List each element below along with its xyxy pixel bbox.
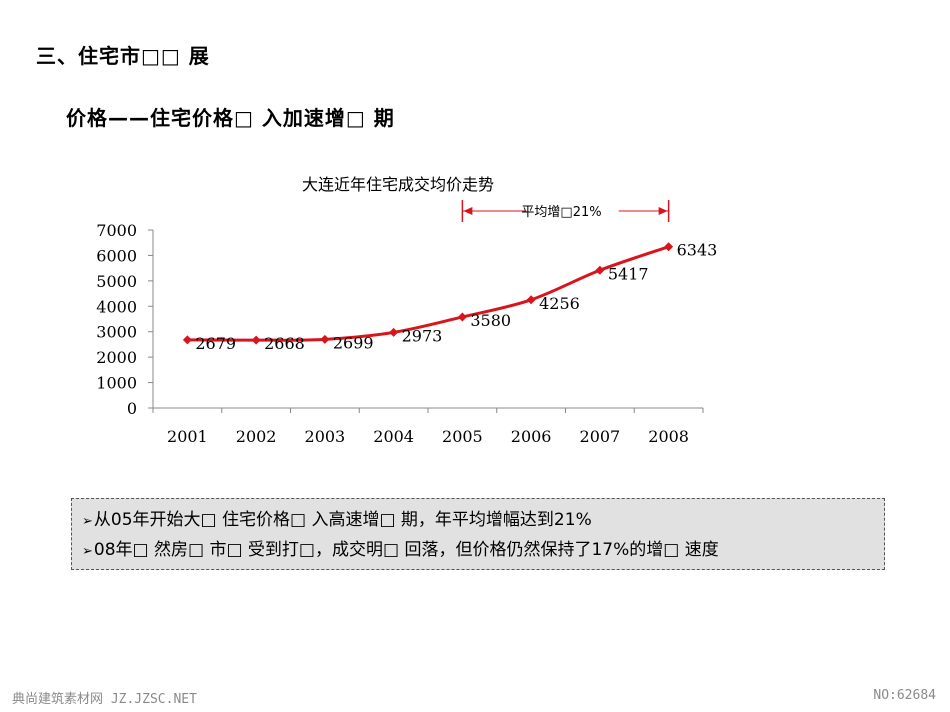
y-tick-label: 3000 bbox=[96, 323, 137, 342]
data-point bbox=[251, 335, 261, 345]
y-tick-label: 6000 bbox=[96, 246, 137, 265]
data-label: 2699 bbox=[333, 333, 374, 352]
summary-line-2: ➢08年□ 然房□ 市□ 受到打□，成交明□ 回落，但价格仍然保持了17%的增□… bbox=[82, 536, 884, 566]
x-tick-label: 2002 bbox=[236, 427, 277, 446]
annotation-label: 平均增□21% bbox=[521, 205, 601, 220]
y-tick-label: 4000 bbox=[96, 297, 137, 316]
x-tick-label: 2001 bbox=[167, 427, 208, 446]
y-tick-label: 7000 bbox=[96, 221, 137, 240]
data-point bbox=[595, 265, 605, 275]
data-label: 2973 bbox=[402, 326, 443, 345]
chart-title: 大连近年住宅成交均价走势 bbox=[302, 175, 494, 194]
footer-number: NO:62684 bbox=[873, 688, 936, 703]
y-tick-label: 1000 bbox=[96, 374, 137, 393]
data-label: 2679 bbox=[195, 334, 236, 353]
data-point bbox=[526, 295, 536, 305]
y-tick-label: 0 bbox=[127, 399, 137, 418]
x-axis-ticks: 2001 2002 2003 2004 2005 2006 2007 2008 bbox=[152, 408, 704, 446]
bracket-right-arrow-icon bbox=[658, 207, 668, 215]
data-point bbox=[182, 335, 192, 345]
data-label: 5417 bbox=[608, 264, 649, 283]
summary-text-1: 从05年开始大□ 住宅价格□ 入高速增□ 期，年平均增幅达到21% bbox=[93, 510, 592, 530]
summary-box: ➢从05年开始大□ 住宅价格□ 入高速增□ 期，年平均增幅达到21% ➢08年□… bbox=[71, 498, 885, 570]
x-tick-label: 2003 bbox=[305, 427, 346, 446]
data-label: 2668 bbox=[264, 334, 305, 353]
x-tick-label: 2008 bbox=[648, 427, 689, 446]
x-tick-label: 2006 bbox=[511, 427, 552, 446]
data-label: 4256 bbox=[539, 294, 580, 313]
section-title: 三、住宅市□□ 展 bbox=[36, 44, 210, 68]
bracket-left-arrow-icon bbox=[463, 207, 473, 215]
price-series bbox=[182, 242, 674, 345]
summary-line-1: ➢从05年开始大□ 住宅价格□ 入高速增□ 期，年平均增幅达到21% bbox=[82, 506, 884, 536]
growth-annotation: 平均增□21% bbox=[461, 200, 670, 222]
y-axis-ticks: 0 1000 2000 3000 4000 5000 6000 7000 bbox=[96, 221, 153, 418]
data-label: 3580 bbox=[470, 311, 511, 330]
price-line-chart: 大连近年住宅成交均价走势 平均增□21% 0 1000 2000 3000 4000 50… bbox=[96, 175, 717, 446]
x-tick-label: 2004 bbox=[373, 427, 414, 446]
y-tick-label: 2000 bbox=[96, 348, 137, 367]
data-point bbox=[457, 312, 467, 322]
footer-watermark: 典尚建筑素材网 JZ.JZSC.NET bbox=[12, 692, 197, 707]
bullet-arrow-icon: ➢ bbox=[82, 544, 93, 559]
data-point bbox=[664, 242, 674, 252]
summary-text-2: 08年□ 然房□ 市□ 受到打□，成交明□ 回落，但价格仍然保持了17%的增□ … bbox=[93, 540, 719, 560]
data-labels: 2679 2668 2699 2973 3580 4256 5417 6343 bbox=[195, 241, 717, 353]
series-line bbox=[187, 245, 670, 342]
x-tick-label: 2005 bbox=[442, 427, 483, 446]
chart-axes bbox=[152, 230, 703, 409]
data-point bbox=[389, 327, 399, 337]
data-point bbox=[320, 334, 330, 344]
y-tick-label: 5000 bbox=[96, 272, 137, 291]
data-label: 6343 bbox=[677, 241, 718, 260]
x-tick-label: 2007 bbox=[580, 427, 621, 446]
slide-subtitle: 价格——住宅价格□ 入加速增□ 期 bbox=[66, 106, 395, 130]
bullet-arrow-icon: ➢ bbox=[82, 514, 93, 529]
